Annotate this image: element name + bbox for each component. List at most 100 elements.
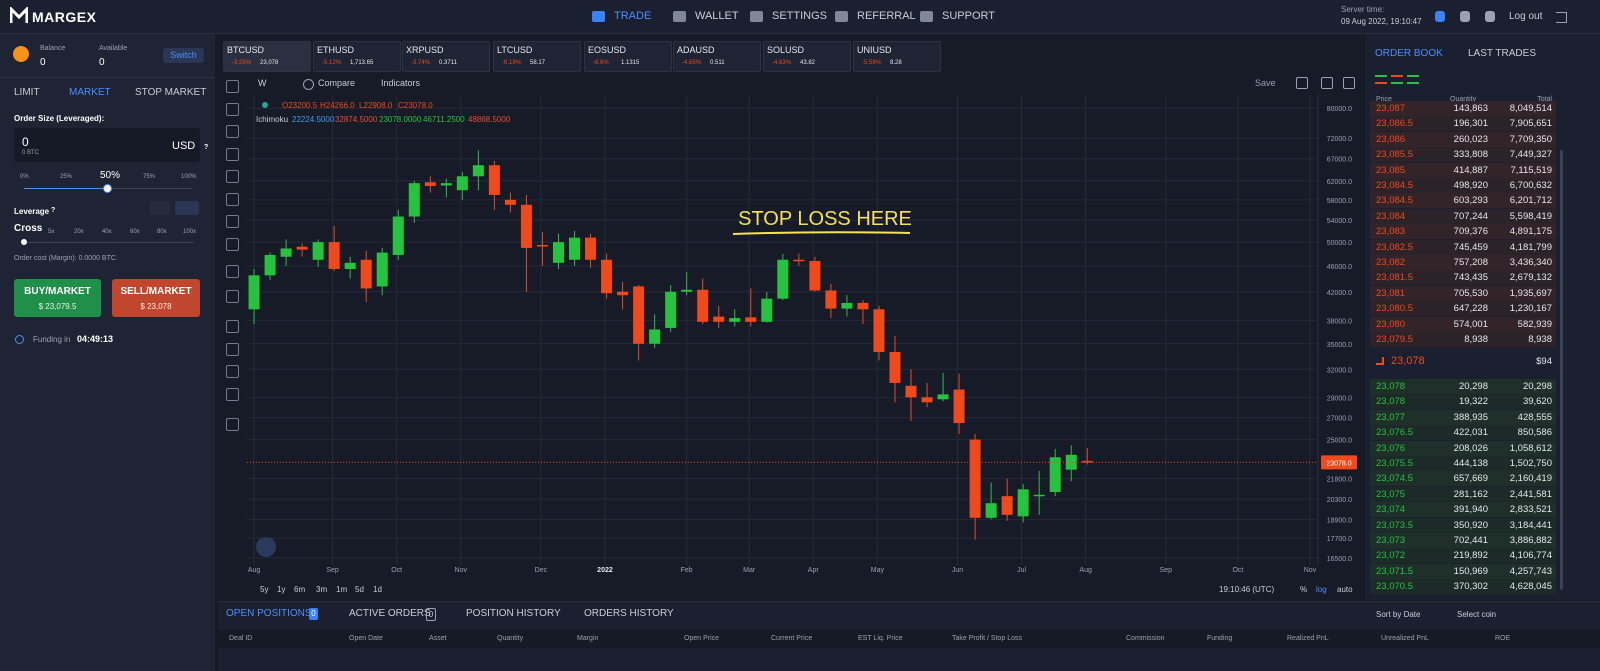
indicators[interactable]: Indicators: [381, 78, 421, 88]
range-button[interactable]: 3m: [316, 585, 328, 594]
order-tab[interactable]: MARKET: [69, 87, 111, 98]
x-tick-label: Nov: [1304, 567, 1317, 574]
book-tab[interactable]: ORDER BOOK: [1375, 48, 1443, 59]
sell-button[interactable]: [112, 279, 200, 317]
slider-knob[interactable]: [103, 184, 112, 193]
ichimoku-value: 48868.5000: [468, 115, 511, 124]
drawing-tool[interactable]: [226, 238, 239, 251]
ohlc-value: L22908.0: [359, 101, 393, 110]
buy-button[interactable]: [14, 279, 101, 317]
nav-item[interactable]: WALLET: [695, 10, 739, 22]
book-view-icon[interactable]: [1375, 75, 1387, 84]
book-total: 1,935,697: [1509, 287, 1552, 299]
positions-tab[interactable]: ACTIVE ORDERS: [349, 608, 431, 619]
book-view-icon[interactable]: [1407, 75, 1419, 84]
nav-item[interactable]: REFERRAL: [857, 10, 916, 22]
drawing-tool[interactable]: [226, 170, 239, 183]
ticker-card[interactable]: [853, 41, 941, 72]
scale-option[interactable]: %: [1300, 585, 1308, 594]
order-tab[interactable]: LIMIT: [14, 87, 40, 98]
size-input[interactable]: [14, 128, 200, 162]
candle-body: [617, 291, 629, 296]
drawing-tool[interactable]: [226, 215, 239, 228]
ticker-change: -5.12%: [322, 60, 342, 66]
nav-item[interactable]: TRADE: [614, 10, 652, 22]
book-tab[interactable]: LAST TRADES: [1468, 48, 1536, 59]
interval[interactable]: W: [258, 78, 267, 88]
drawing-tool[interactable]: [226, 418, 239, 431]
drawing-tool[interactable]: [226, 320, 239, 333]
header-icon[interactable]: [1435, 11, 1445, 22]
candle-body: [1033, 494, 1045, 497]
scale-option[interactable]: auto: [1337, 585, 1353, 594]
nav-item[interactable]: SETTINGS: [772, 10, 828, 22]
ticker-card[interactable]: [673, 41, 761, 72]
leverage-knob[interactable]: [21, 239, 27, 245]
switch-button[interactable]: Switch: [163, 48, 204, 63]
ticker-price: 1,713.65: [350, 60, 374, 66]
range-button[interactable]: 1m: [336, 585, 348, 594]
book-total: 8,938: [1528, 334, 1552, 345]
nav-item[interactable]: SUPPORT: [942, 10, 995, 22]
candle-body: [761, 298, 773, 322]
range-button[interactable]: 5y: [260, 585, 269, 594]
coin-select[interactable]: Select coin: [1457, 610, 1497, 619]
drawing-tool[interactable]: [226, 125, 239, 138]
server-time: 09 Aug 2022, 19:10:47: [1341, 17, 1422, 26]
drawing-tool[interactable]: [226, 365, 239, 378]
range-button[interactable]: 5d: [355, 585, 364, 594]
candle-body: [729, 318, 741, 322]
header-icon[interactable]: [1485, 11, 1495, 22]
candle-body: [264, 254, 276, 276]
ticker-card[interactable]: [223, 41, 311, 72]
book-price: 23,079.5: [1376, 334, 1413, 345]
ticker-card[interactable]: [763, 41, 851, 72]
ticker-price: 8.28: [890, 60, 902, 66]
order-tab[interactable]: STOP MARKET: [135, 87, 207, 98]
logout[interactable]: Log out: [1509, 11, 1543, 22]
positions-tab[interactable]: POSITION HISTORY: [466, 608, 561, 619]
book-total: 4,628,045: [1509, 581, 1552, 593]
slider-mark: 25%: [60, 174, 73, 180]
range-button[interactable]: 1d: [373, 585, 382, 594]
x-tick-label: Dec: [535, 567, 548, 574]
book-price: 23,073.5: [1376, 519, 1413, 531]
toolbar-icon[interactable]: [1343, 77, 1355, 89]
book-col: Quantity: [1450, 96, 1477, 103]
toolbar-icon[interactable]: [1296, 77, 1308, 89]
book-price: 23,078: [1376, 381, 1406, 392]
drawing-tool[interactable]: [226, 103, 239, 116]
book-price: 23,081: [1376, 287, 1406, 299]
drawing-tool[interactable]: [226, 148, 239, 161]
ticker-card[interactable]: [493, 41, 581, 72]
mode-button[interactable]: [175, 201, 199, 215]
compare[interactable]: Compare: [318, 78, 356, 88]
x-tick-label: Apr: [808, 567, 820, 574]
ichimoku-value: 23078.0000: [379, 115, 422, 124]
book-view-icon[interactable]: [1391, 75, 1403, 84]
drawing-tool[interactable]: [226, 388, 239, 401]
save[interactable]: Save: [1255, 78, 1276, 88]
range-button[interactable]: 6m: [294, 585, 306, 594]
funding-time: 04:49:13: [77, 334, 114, 344]
range-button[interactable]: 1y: [277, 585, 286, 594]
drawing-tool[interactable]: [226, 290, 239, 303]
drawing-tool[interactable]: [226, 265, 239, 278]
edit-button[interactable]: [150, 201, 170, 215]
drawing-tool[interactable]: [226, 343, 239, 356]
drawing-tool[interactable]: [226, 193, 239, 206]
positions-tab[interactable]: OPEN POSITIONS: [226, 608, 312, 619]
scale-option[interactable]: log: [1316, 585, 1327, 594]
book-quantity: 19,322: [1458, 396, 1488, 408]
ticker-card[interactable]: [584, 41, 672, 72]
sort-select[interactable]: Sort by Date: [1376, 610, 1421, 619]
leverage-mark: 60x: [130, 229, 140, 235]
table-column: Funding: [1207, 635, 1233, 642]
drawing-tool[interactable]: [226, 80, 239, 93]
positions-tab[interactable]: ORDERS HISTORY: [584, 608, 674, 619]
header-icon[interactable]: [1460, 11, 1470, 22]
book-quantity: 414,887: [1453, 164, 1488, 176]
ticker-card[interactable]: [402, 41, 490, 72]
ticker-card[interactable]: [313, 41, 401, 72]
toolbar-icon[interactable]: [1321, 77, 1333, 89]
